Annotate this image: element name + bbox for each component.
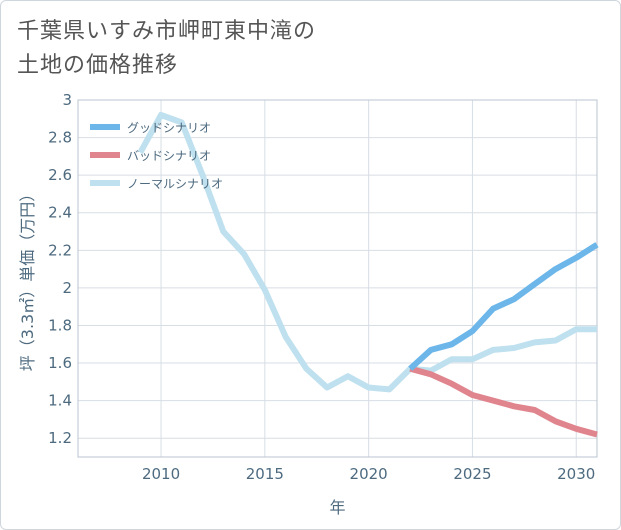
series-lines [137,112,599,438]
x-tick-label: 2015 [246,465,284,483]
y-tick-label: 3 [62,91,72,109]
plot-area-frame [77,99,598,458]
y-tick-label: 2.8 [48,129,72,147]
series-line [409,365,598,438]
x-tick-label: 2010 [142,465,180,483]
y-tick-label: 2.6 [48,166,72,184]
chart-title: 千葉県いすみ市岬町東中滝の 土地の価格推移 [17,15,437,83]
x-axis-title: 年 [329,498,345,517]
chart-title-line-1: 千葉県いすみ市岬町東中滝の [17,19,317,44]
x-tick-label: 2030 [557,465,595,483]
chart-title-line-2: 土地の価格推移 [17,53,179,78]
legend-label: グッドシナリオ [127,121,211,135]
legend-label: ノーマルシナリオ [127,177,223,191]
y-tick-label: 1.2 [48,429,72,447]
x-tick-label: 2025 [453,465,491,483]
y-axis-ticks: 1.2 1.4 1.6 1.8 2 2.2 2.4 2.6 2.8 3 [48,91,72,447]
y-tick-label: 1.4 [48,392,72,410]
series-line [137,112,597,393]
y-tick-label: 1.6 [48,354,72,372]
y-tick-label: 1.8 [48,316,72,334]
y-tick-label: 2.4 [48,204,72,222]
y-tick-label: 2 [62,279,72,297]
x-axis-ticks: 2010 2015 2020 2025 2030 [142,465,595,483]
y-axis-title: 坪（3.3㎡）単価（万円） [18,186,37,371]
grid-lines [78,99,597,457]
x-tick-label: 2020 [350,465,388,483]
series-line [408,242,599,371]
legend-label: バッドシナリオ [127,149,211,163]
y-tick-label: 2.2 [48,241,72,259]
